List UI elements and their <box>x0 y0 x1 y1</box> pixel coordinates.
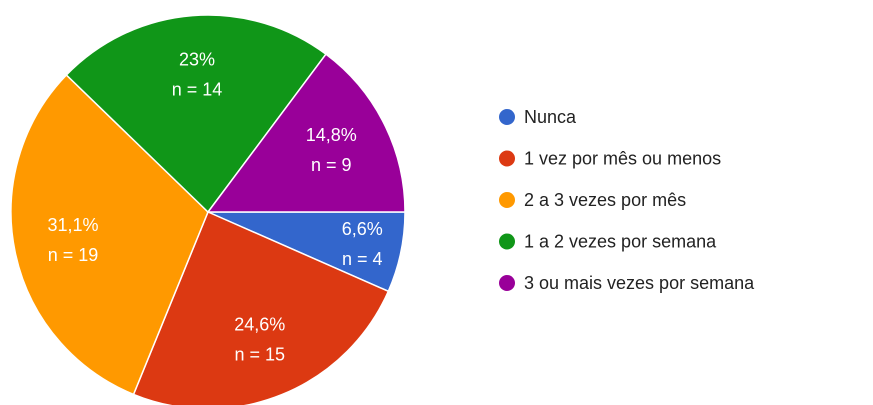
data-label: 6,6% <box>342 219 383 239</box>
legend-swatch <box>499 192 515 208</box>
legend-swatch <box>499 233 515 250</box>
legend-swatch <box>499 109 515 125</box>
legend-swatch <box>499 275 515 291</box>
data-label: 24,6% <box>234 315 285 335</box>
count-label: n = 15 <box>234 345 285 365</box>
count-label: n = 4 <box>342 249 383 269</box>
data-label: 31,1% <box>48 215 99 235</box>
count-label: n = 19 <box>48 245 99 265</box>
count-label: n = 9 <box>311 155 352 175</box>
legend-label: 2 a 3 vezes por mês <box>524 190 686 210</box>
legend-label: 3 ou mais vezes por semana <box>524 273 755 293</box>
data-label: 14,8% <box>306 125 357 145</box>
data-label: 23% <box>179 49 215 69</box>
legend-label: 1 a 2 vezes por semana <box>524 231 717 251</box>
pie-slice <box>10 73 209 396</box>
legend-swatch <box>499 150 515 167</box>
legend-label: Nunca <box>524 107 577 127</box>
pie-slice <box>65 14 327 214</box>
count-label: n = 14 <box>172 79 223 99</box>
legend-label: 1 vez por mês ou menos <box>524 148 721 168</box>
pie-slice <box>206 53 406 213</box>
